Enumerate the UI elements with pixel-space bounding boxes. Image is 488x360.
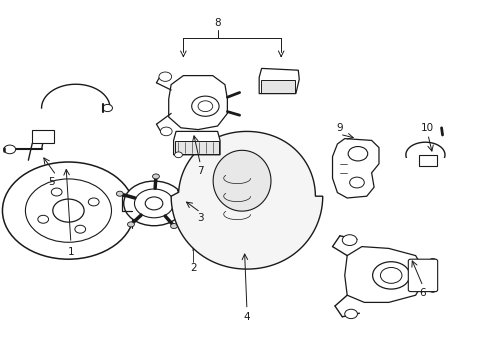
Polygon shape — [259, 68, 299, 94]
Circle shape — [342, 235, 356, 246]
Circle shape — [116, 191, 123, 196]
Circle shape — [102, 104, 112, 112]
Circle shape — [2, 162, 134, 259]
Polygon shape — [213, 150, 270, 211]
Circle shape — [174, 152, 182, 158]
Circle shape — [428, 287, 435, 292]
Text: 10: 10 — [421, 123, 433, 133]
Polygon shape — [344, 247, 422, 302]
Circle shape — [185, 194, 192, 199]
Polygon shape — [171, 131, 322, 269]
Circle shape — [4, 145, 16, 154]
Polygon shape — [173, 131, 220, 155]
Circle shape — [349, 177, 364, 188]
Circle shape — [170, 224, 177, 229]
Text: 9: 9 — [336, 123, 343, 133]
Circle shape — [123, 181, 184, 226]
Circle shape — [347, 147, 367, 161]
Text: 8: 8 — [214, 18, 221, 28]
Polygon shape — [175, 141, 218, 154]
Polygon shape — [168, 76, 227, 130]
Text: 2: 2 — [189, 263, 196, 273]
Circle shape — [428, 258, 435, 264]
Bar — [260, 80, 294, 93]
Text: 7: 7 — [197, 166, 203, 176]
Circle shape — [152, 174, 159, 179]
Bar — [418, 155, 436, 166]
Text: 5: 5 — [48, 177, 55, 187]
Circle shape — [191, 96, 219, 116]
Circle shape — [190, 187, 198, 193]
FancyBboxPatch shape — [407, 259, 437, 292]
Text: 1: 1 — [67, 247, 74, 257]
Polygon shape — [332, 139, 378, 198]
Text: 4: 4 — [243, 312, 250, 322]
Circle shape — [344, 309, 357, 319]
Text: 3: 3 — [197, 213, 203, 223]
Circle shape — [159, 72, 171, 81]
Text: 6: 6 — [419, 288, 426, 298]
Circle shape — [160, 127, 172, 136]
Circle shape — [190, 214, 198, 220]
Circle shape — [127, 222, 134, 227]
Circle shape — [372, 262, 409, 289]
Bar — [32, 130, 54, 143]
